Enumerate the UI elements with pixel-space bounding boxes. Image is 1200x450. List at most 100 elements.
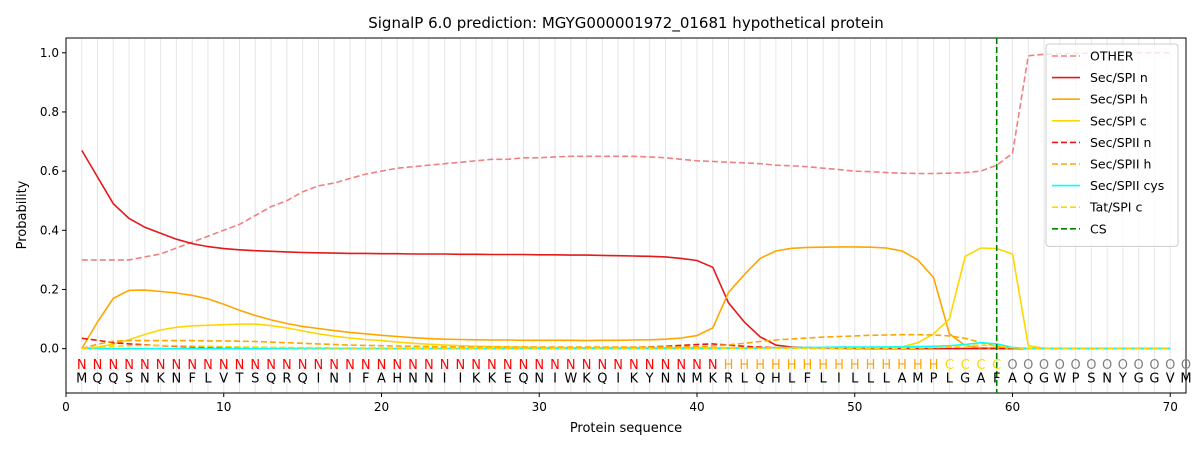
region-label: C — [992, 358, 1001, 373]
residue-label: I — [443, 372, 447, 387]
legend-box — [1045, 43, 1179, 247]
region-label: N — [282, 358, 292, 373]
region-label: N — [487, 358, 497, 373]
region-label: H — [787, 358, 797, 373]
y-tick-label: 0.0 — [40, 342, 59, 356]
residue-label: N — [661, 372, 671, 387]
legend-label: Sec/SPI h — [1090, 92, 1148, 107]
region-label: O — [1055, 358, 1065, 373]
residue-label: I — [616, 372, 620, 387]
sequence-labels: NMNQNQNSNNNKNNNFNLNVNTNSNQNRNQNINNNINFNA… — [76, 358, 1191, 387]
y-tick-label: 0.4 — [40, 223, 59, 237]
x-tick-label: 20 — [374, 400, 389, 414]
region-label: N — [471, 358, 481, 373]
region-label: N — [645, 358, 655, 373]
residue-label: P — [1072, 372, 1080, 387]
x-tick-label: 60 — [1005, 400, 1020, 414]
region-label: N — [455, 358, 465, 373]
region-label: N — [661, 358, 671, 373]
region-label: N — [266, 358, 276, 373]
residue-label: K — [582, 372, 591, 387]
region-label: O — [1070, 358, 1080, 373]
region-label: O — [1165, 358, 1175, 373]
x-tick-label: 10 — [216, 400, 231, 414]
residue-label: K — [156, 372, 165, 387]
residue-label: N — [408, 372, 418, 387]
residue-label: N — [140, 372, 150, 387]
series-line-tat-spi-c — [81, 344, 1171, 350]
residue-label: H — [771, 372, 781, 387]
residue-label: L — [867, 372, 875, 387]
residue-label: R — [282, 372, 291, 387]
residue-label: G — [1134, 372, 1144, 387]
series-line-sec-spi-h — [81, 246, 1171, 350]
legend-label: Sec/SPII h — [1090, 157, 1151, 172]
region-label: N — [613, 358, 623, 373]
residue-label: S — [1087, 372, 1095, 387]
legend-label: Tat/SPI c — [1089, 200, 1142, 215]
residue-label: L — [820, 372, 828, 387]
x-tick-label: 0 — [62, 400, 70, 414]
residue-label: Q — [518, 372, 528, 387]
residue-label: L — [204, 372, 212, 387]
residue-label: G — [1149, 372, 1159, 387]
x-tick-label: 40 — [689, 400, 704, 414]
region-label: O — [1134, 358, 1144, 373]
series-line-sec-spii-h — [81, 333, 1171, 350]
residue-label: M — [691, 372, 702, 387]
region-label: N — [187, 358, 197, 373]
region-label: N — [250, 358, 260, 373]
series-line-sec-spi-c — [81, 247, 1171, 350]
region-label: H — [724, 358, 734, 373]
region-label: N — [329, 358, 339, 373]
region-label: N — [629, 358, 639, 373]
region-label: N — [377, 358, 387, 373]
residue-label: I — [348, 372, 352, 387]
region-label: N — [534, 358, 544, 373]
region-label: N — [708, 358, 718, 373]
residue-label: K — [488, 372, 497, 387]
residue-label: S — [125, 372, 133, 387]
residue-label: T — [235, 372, 244, 387]
x-tick-label: 70 — [1163, 400, 1178, 414]
region-label: O — [1118, 358, 1128, 373]
region-label: O — [1023, 358, 1033, 373]
region-label: N — [440, 358, 450, 373]
y-tick-label: 0.2 — [40, 282, 59, 296]
region-label: N — [550, 358, 560, 373]
region-label: N — [235, 358, 245, 373]
region-label: H — [850, 358, 860, 373]
residue-label: R — [724, 372, 733, 387]
residue-label: Q — [298, 372, 308, 387]
region-label: N — [203, 358, 213, 373]
region-label: N — [156, 358, 166, 373]
residue-label: A — [377, 372, 386, 387]
legend-label: Sec/SPI n — [1090, 70, 1148, 85]
residue-label: K — [708, 372, 717, 387]
region-label: N — [424, 358, 434, 373]
residue-label: S — [251, 372, 259, 387]
residue-label: G — [960, 372, 970, 387]
residue-label: P — [930, 372, 938, 387]
region-label: N — [108, 358, 118, 373]
series-layer — [81, 38, 1171, 393]
region-label: N — [124, 358, 134, 373]
residue-label: M — [912, 372, 923, 387]
legend-label: CS — [1090, 221, 1107, 236]
residue-label: F — [993, 372, 1000, 387]
region-label: O — [1102, 358, 1112, 373]
legend-label: Sec/SPII cys — [1090, 178, 1164, 193]
residue-label: V — [219, 372, 228, 387]
y-axis-label: Probability — [15, 180, 30, 249]
plot-frame — [65, 37, 1187, 394]
region-label: C — [945, 358, 954, 373]
region-label: H — [866, 358, 876, 373]
residue-label: M — [76, 372, 87, 387]
region-label: N — [77, 358, 87, 373]
residue-label: W — [564, 372, 577, 387]
residue-label: Q — [1023, 372, 1033, 387]
residue-label: A — [898, 372, 907, 387]
residue-label: Q — [108, 372, 118, 387]
region-label: N — [676, 358, 686, 373]
